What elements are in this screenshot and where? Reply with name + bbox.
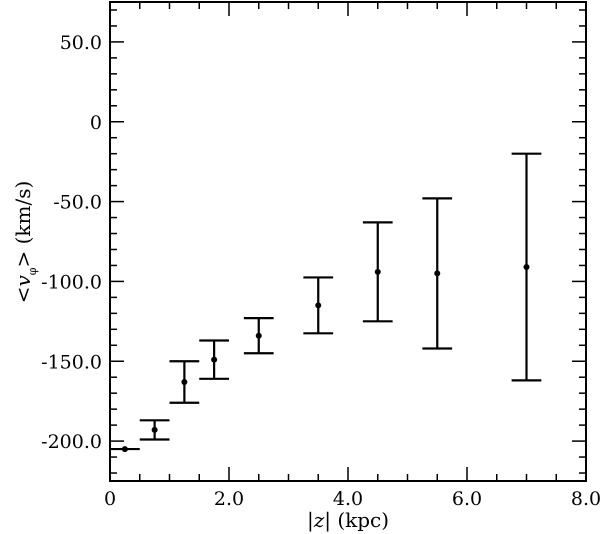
x-tick-label: 8.0 <box>571 488 601 510</box>
y-tick-label: 0 <box>90 112 102 134</box>
y-axis-label-variable: v <box>11 275 35 287</box>
y-tick-label: -150.0 <box>41 351 102 373</box>
data-point <box>151 426 158 433</box>
x-axis-label-prefix: | <box>307 508 314 533</box>
x-tick-label: 2.0 <box>214 488 244 510</box>
data-point <box>374 268 381 275</box>
axis-ticks <box>109 2 587 481</box>
data-point <box>434 270 441 277</box>
y-tick-label: 50.0 <box>60 32 102 54</box>
data-point <box>523 264 530 271</box>
plot-frame <box>109 1 587 482</box>
x-tick-label: 0 <box>104 488 116 510</box>
data-marks <box>110 152 542 453</box>
data-point <box>255 332 262 339</box>
y-tick-label: -100.0 <box>41 271 102 293</box>
y-axis-label: <vφ> (km/s) <box>11 181 39 304</box>
x-axis-label-suffix: | (kpc) <box>324 508 389 533</box>
tick-labels: 0 2.0 4.0 6.0 8.0 50.0 0 -50.0 -100.0 -150.0 -200.… <box>41 32 601 510</box>
x-tick-label: 4.0 <box>333 488 363 510</box>
y-tick-label: -200.0 <box>41 431 102 453</box>
y-tick-label: -50.0 <box>53 192 102 214</box>
data-point <box>121 446 128 453</box>
y-axis-label-suffix: > (km/s) <box>11 181 35 268</box>
data-point <box>211 356 218 363</box>
y-axis-label-subscript: φ <box>26 267 39 275</box>
x-axis-label-variable: z <box>313 508 325 532</box>
x-tick-label: 6.0 <box>452 488 482 510</box>
y-axis-label-prefix: < <box>11 287 35 304</box>
data-point <box>181 379 188 386</box>
data-point <box>315 302 322 309</box>
x-axis-label: |z| (kpc) <box>307 508 389 533</box>
